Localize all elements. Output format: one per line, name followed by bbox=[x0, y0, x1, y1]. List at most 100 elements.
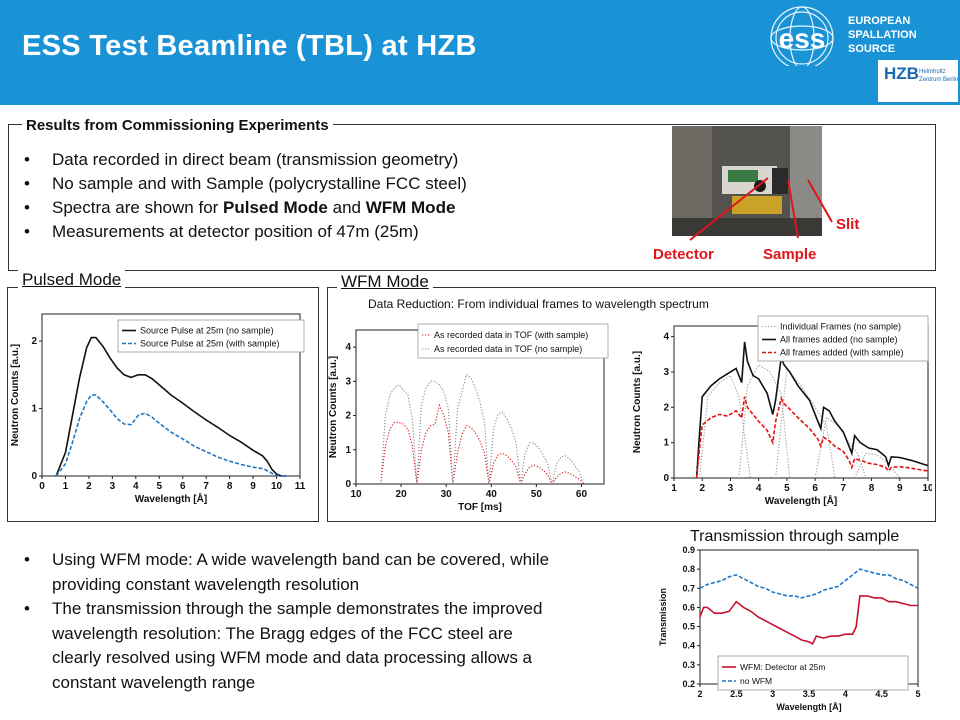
legend-box bbox=[417, 323, 609, 359]
y-axis-label: Neutron Counts [a.u.] bbox=[328, 356, 339, 458]
series-line-2 bbox=[695, 341, 929, 479]
bullet-line: wavelength resolution: The Bragg edges o… bbox=[52, 623, 513, 643]
hzb-logo-sub: Helmholtz Zentrum Berlin bbox=[919, 68, 958, 84]
transmission-label: Transmission through sample bbox=[686, 528, 904, 546]
bullet-text: Spectra are shown for bbox=[52, 198, 224, 217]
x-axis-label: Wavelength [Å] bbox=[765, 494, 837, 507]
y-axis-label: Neutron Counts [a.u.] bbox=[632, 351, 643, 453]
x-tick-label: 6 bbox=[180, 481, 186, 492]
y-tick-label: 0 bbox=[31, 471, 37, 482]
header-banner bbox=[0, 0, 960, 105]
y-tick-label: 2 bbox=[663, 402, 669, 413]
series-line-2 bbox=[551, 455, 585, 485]
legend-entry: As recorded data in TOF (no sample) bbox=[434, 344, 582, 354]
series-line-2 bbox=[452, 373, 490, 485]
page-title: ESS Test Beamline (TBL) at HZB bbox=[22, 30, 477, 62]
y-tick-label: 0.2 bbox=[682, 679, 695, 689]
x-tick-label: 5 bbox=[156, 481, 162, 492]
conclusion-bullet: • Using WFM mode: A wide wavelength band … bbox=[22, 548, 549, 597]
ess-caption-line: SPALLATION bbox=[848, 29, 917, 41]
x-tick-label: 50 bbox=[531, 489, 543, 500]
series-line-2 bbox=[520, 442, 553, 485]
y-tick-label: 0.4 bbox=[682, 641, 695, 651]
hzb-logo-box bbox=[878, 60, 958, 102]
transmission-chart: 2 2.5 3 3.5 4 4.5 5 0.2 0.3 0.4 0.5 0.6 0.7 0.8 0.9 Wav… bbox=[658, 545, 921, 712]
x-tick-label: 8 bbox=[869, 483, 875, 494]
ess-caption-line: SOURCE bbox=[848, 43, 896, 55]
y-axis-label: Neutron Counts [a.u.] bbox=[10, 344, 21, 446]
tof-chart: 10 20 30 40 50 60 0 1 2 3 4 TOF [ms] Neutron Counts … bbox=[328, 323, 609, 513]
y-tick-label: 0.6 bbox=[682, 602, 695, 612]
hzb-sub-line: Helmholtz bbox=[919, 69, 946, 75]
ess-logo-icon: ess bbox=[770, 6, 834, 66]
series-line-1 bbox=[488, 452, 522, 485]
x-tick-label: 2 bbox=[86, 481, 92, 492]
y-axis-label: Transmission bbox=[658, 588, 668, 646]
bullet-text: Pulsed Mode bbox=[223, 198, 328, 217]
bullet-text: No sample and with Sample (polycrystalli… bbox=[52, 174, 467, 193]
y-tick-label: 4 bbox=[345, 342, 351, 353]
series-line-1 bbox=[738, 364, 791, 479]
y-tick-label: 0.9 bbox=[682, 545, 695, 555]
sample-label: Sample bbox=[763, 246, 817, 263]
x-tick-label: 4 bbox=[756, 483, 762, 494]
detector-label: Detector bbox=[653, 246, 714, 263]
pulsed-label: Pulsed Mode bbox=[18, 270, 126, 290]
bullet-dot: • bbox=[24, 599, 30, 618]
series-line-1 bbox=[551, 471, 585, 485]
x-tick-label: 8 bbox=[227, 481, 233, 492]
x-tick-label: 5 bbox=[915, 689, 920, 699]
x-tick-label: 60 bbox=[576, 489, 588, 500]
y-tick-label: 1 bbox=[663, 438, 669, 449]
x-tick-label: 9 bbox=[250, 481, 256, 492]
results-bullet: • Spectra are shown for Pulsed Mode and W… bbox=[22, 196, 467, 220]
y-tick-label: 0.7 bbox=[682, 583, 695, 593]
series-line-1 bbox=[520, 464, 553, 485]
hzb-sub-line: Zentrum Berlin bbox=[919, 77, 959, 83]
wfm-subtitle: Data Reduction: From individual frames t… bbox=[368, 297, 709, 311]
y-tick-label: 2 bbox=[345, 411, 351, 422]
y-tick-label: 1 bbox=[31, 404, 37, 415]
x-tick-label: 3 bbox=[770, 689, 775, 699]
x-tick-label: 3.5 bbox=[803, 689, 816, 699]
conclusion-bullets: • Using WFM mode: A wide wavelength band … bbox=[22, 548, 549, 695]
series-line-3 bbox=[695, 396, 929, 479]
legend-entry: no WFM bbox=[740, 676, 772, 686]
x-tick-label: 3 bbox=[728, 483, 734, 494]
series-line-1 bbox=[699, 595, 918, 645]
x-tick-label: 20 bbox=[396, 489, 408, 500]
legend-entry: Source Pulse at 25m (with sample) bbox=[140, 339, 280, 349]
y-tick-label: 3 bbox=[663, 367, 669, 378]
legend-box bbox=[717, 655, 909, 691]
y-tick-label: 4 bbox=[663, 332, 669, 343]
results-bullet: • Measurements at detector position of 47… bbox=[22, 220, 467, 244]
x-tick-label: 4.5 bbox=[875, 689, 888, 699]
x-tick-label: 7 bbox=[841, 483, 847, 494]
x-tick-label: 0 bbox=[39, 481, 45, 492]
x-axis-label: Wavelength [Å] bbox=[776, 702, 841, 712]
legend-entry: All frames added (with sample) bbox=[780, 348, 904, 358]
pulsed-chart: 0 1 2 3 4 5 6 7 8 9 10 11 0 1 2 Wavelength [Å] Neutron C… bbox=[10, 313, 306, 505]
x-tick-label: 2 bbox=[699, 483, 705, 494]
series-line-2 bbox=[699, 568, 919, 599]
x-tick-label: 5 bbox=[784, 483, 790, 494]
conclusion-bullet: • The transmission through the sample dem… bbox=[22, 597, 549, 695]
results-bullet: • Data recorded in direct beam (transmiss… bbox=[22, 148, 467, 172]
bullet-line: Using WFM mode: A wide wavelength band c… bbox=[52, 550, 550, 569]
detector-photo bbox=[672, 126, 822, 236]
bullet-text: WFM Mode bbox=[365, 198, 456, 217]
legend-entry: WFM: Detector at 25m bbox=[740, 662, 826, 672]
ess-caption-line: EUROPEAN bbox=[848, 15, 911, 27]
bullet-line: providing constant wavelength resolution bbox=[52, 574, 360, 594]
ess-logo-caption: EUROPEAN SPALLATION SOURCE bbox=[848, 14, 917, 56]
detector-photo-icon bbox=[672, 126, 822, 236]
x-tick-label: 10 bbox=[350, 489, 362, 500]
wfm-label: WFM Mode bbox=[337, 272, 433, 292]
bullet-dot: • bbox=[24, 174, 30, 193]
bullet-line: constant wavelength range bbox=[52, 672, 256, 692]
results-title: Results from Commissioning Experiments bbox=[22, 117, 333, 134]
series-line-1 bbox=[380, 421, 418, 485]
series-line-2 bbox=[488, 411, 522, 485]
x-tick-label: 10 bbox=[271, 481, 283, 492]
legend-box bbox=[117, 319, 305, 353]
